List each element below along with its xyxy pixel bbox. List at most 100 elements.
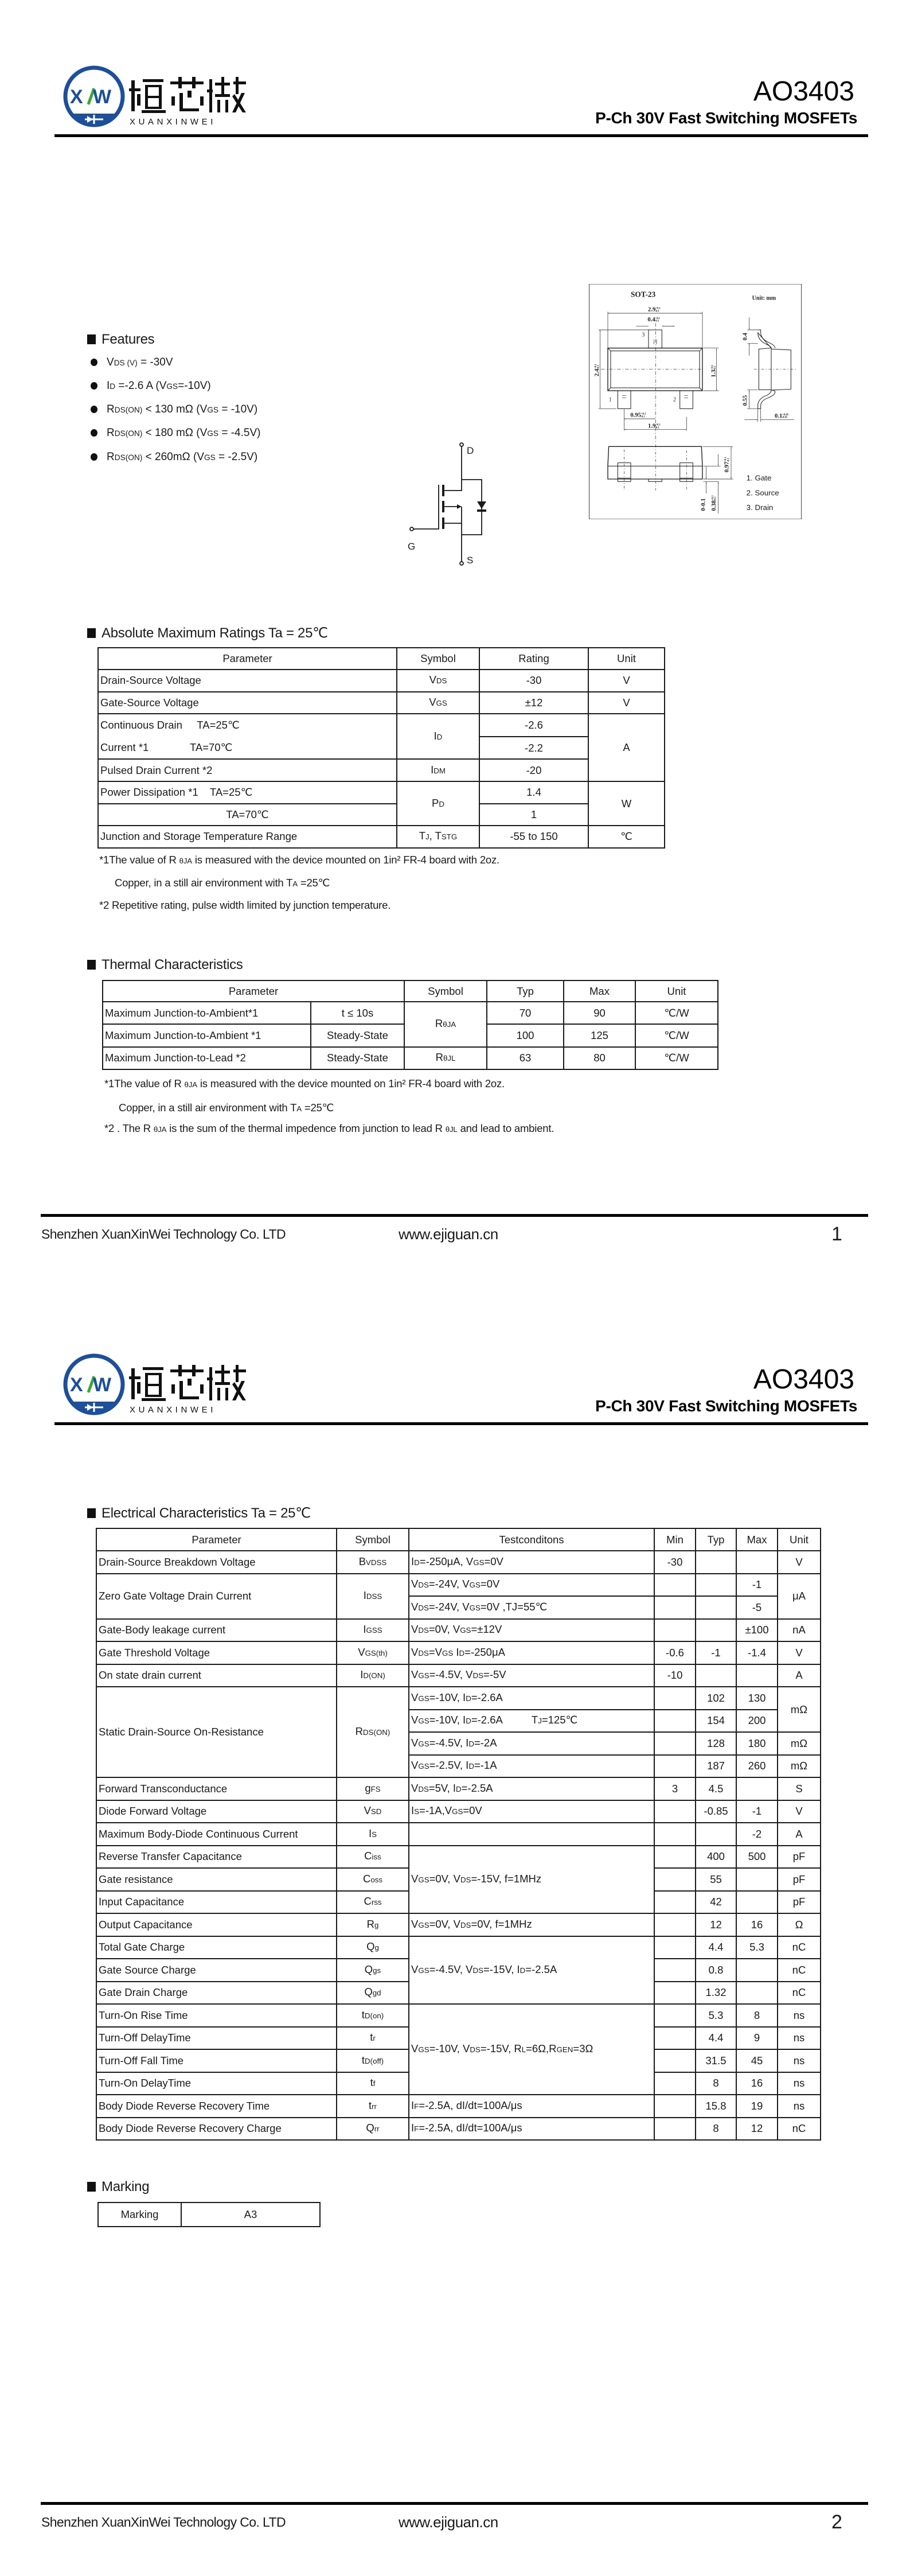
- text-run: V: [411, 1872, 419, 1885]
- abs-max-table: Parameter Symbol Rating Unit Drain-Source Vo…: [97, 647, 665, 849]
- subscript: GS: [469, 1603, 481, 1612]
- feature-text: ID =-2.6 A (VGS=-10V): [107, 380, 211, 392]
- table-cell: 16: [736, 2071, 778, 2095]
- subscript: DS: [418, 1581, 429, 1590]
- subscript: GS: [473, 1558, 485, 1567]
- table-cell: -5: [736, 1596, 778, 1620]
- table-cell: ℃: [588, 825, 665, 849]
- table-cell: 12: [695, 1913, 737, 1937]
- text-run: I: [363, 1589, 366, 1601]
- table-cell: [654, 1845, 696, 1869]
- text-run: =-10V): [178, 380, 211, 392]
- footer-divider: [41, 2502, 868, 2505]
- marking-table: Marking A3: [97, 2202, 321, 2227]
- subscript: F: [414, 2102, 419, 2111]
- table-cell: ns: [777, 2049, 821, 2073]
- table-cell: [736, 1980, 778, 2005]
- dimension-label: 0.97+0.1-0.1: [724, 457, 731, 473]
- part-number-title: AO3403: [753, 76, 854, 107]
- subscript: D: [466, 1717, 471, 1726]
- table-row: VGS=-10V, ID=-2.6A TJ=125℃ 154 200: [96, 1709, 821, 1733]
- gate-label: G: [408, 541, 415, 552]
- table-cell: nC: [777, 1935, 821, 1959]
- table-cell: ℃/W: [635, 1001, 718, 1025]
- subscript: θJA: [184, 1080, 198, 1089]
- table-cell: -55 to 150: [479, 825, 589, 849]
- table-cell: VDS: [396, 669, 480, 692]
- table-cell: Coss: [336, 1867, 409, 1892]
- table-cell: -30: [479, 669, 589, 692]
- text-run: Q: [366, 2122, 374, 2134]
- table-cell: Qgs: [336, 1958, 409, 1982]
- table-row: Drain-Source Breakdown Voltage BVDSS ID=-2…: [96, 1550, 821, 1574]
- subscript: VDSS: [366, 1558, 387, 1567]
- table-cell: Steady-State: [310, 1024, 405, 1048]
- table-cell: 55: [695, 1867, 737, 1892]
- marking-title: Marking: [101, 2179, 150, 2194]
- text-run: Copper, in a still air environment with …: [115, 877, 293, 889]
- table-cell: Ω: [777, 1913, 821, 1937]
- subscript: rss: [371, 1898, 382, 1907]
- subscript: GS: [436, 698, 447, 707]
- bullet-icon: [91, 382, 97, 390]
- column-header: Unit: [588, 647, 665, 670]
- table-cell: Power Dissipation *1 TA=25℃: [97, 780, 397, 804]
- table-cell: [736, 1777, 778, 1801]
- footer-website-link[interactable]: www.ejiguan.cn: [399, 1225, 498, 1243]
- table-cell: Gate Drain Charge: [96, 1980, 337, 2005]
- thermal-title: Thermal Characteristics: [101, 957, 243, 972]
- legend-drain: 3. Drain: [747, 503, 774, 512]
- subscript: r: [373, 2034, 376, 2043]
- text-run: V: [411, 2042, 419, 2054]
- text-run: V: [429, 695, 436, 708]
- text-run: =-2.5A: [525, 1963, 557, 1975]
- table-cell: mΩ: [777, 1754, 821, 1778]
- table-cell: [695, 1618, 737, 1642]
- pin-2-label: 2: [673, 396, 676, 403]
- table-cell: VGS=-10V, ID=-2.6A: [408, 1686, 655, 1710]
- text-run: =-24V, V: [428, 1600, 470, 1613]
- table-cell: Gate Threshold Voltage: [96, 1641, 337, 1665]
- table-row: Total Gate Charge Qg VGS=-4.5V, VDS=-15V, …: [96, 1935, 821, 2005]
- footer-website-link[interactable]: www.ejiguan.cn: [399, 2513, 498, 2531]
- subscript: D: [439, 799, 444, 808]
- svg-text:W: W: [93, 86, 112, 108]
- text-run: =-250μA, V: [419, 1555, 474, 1567]
- text-run: =-15V, f=1MHz: [471, 1872, 542, 1885]
- subscript: GS: [418, 1694, 429, 1703]
- subscript: DS: [418, 1648, 429, 1657]
- text-run: < 260mΩ (V: [142, 451, 205, 463]
- table-cell: ns: [777, 2003, 821, 2028]
- text-run: =-2.5V, I: [429, 1759, 469, 1772]
- subscript: DS(ON): [114, 453, 143, 462]
- table-cell: 4.4: [695, 2026, 737, 2050]
- text-run: Q: [364, 1963, 373, 1975]
- table-header-row: Parameter Symbol Rating Unit: [97, 647, 665, 670]
- subscript: F: [414, 2124, 419, 2134]
- text-run: V: [411, 1736, 419, 1749]
- table-cell: Gate resistance: [96, 1867, 337, 1892]
- part-subtitle: P-Ch 30V Fast Switching MOSFETs: [595, 109, 857, 127]
- text-run: C: [364, 1895, 372, 1908]
- text-run: V: [411, 1714, 419, 1726]
- table-cell: VGS=-10V, ID=-2.6A TJ=125℃: [408, 1709, 655, 1733]
- table-cell: tD(on): [336, 2003, 409, 2028]
- text-run: =-1A: [474, 1759, 497, 1772]
- subscript: f: [373, 2079, 376, 2088]
- table-row: Gate Threshold Voltage VGS(th) VDS=VGS ID=…: [96, 1641, 821, 1665]
- company-logo: X W: [63, 65, 125, 127]
- column-header: Symbol: [396, 647, 480, 670]
- text-run: V: [411, 1600, 419, 1613]
- text-run: I: [360, 1668, 364, 1681]
- abs-max-title: Absolute Maximum Ratings Ta = 25℃: [101, 625, 328, 641]
- table-row: Body Diode Reverse Recovery Charge Qrr IF=…: [96, 2116, 821, 2141]
- text-run: =-2.5A, dI/dt=100A/μs: [419, 2099, 522, 2111]
- footnote: *1The value of R θJA is measured with th…: [99, 854, 499, 866]
- subscript: DS: [418, 1626, 429, 1635]
- subscript: g: [374, 1943, 379, 1952]
- table-row: Gate Drain Charge Qgd 1.32 nC: [96, 1980, 821, 2005]
- text-run: =0V: [463, 1804, 482, 1817]
- table-cell: Gate-Source Voltage: [97, 691, 397, 715]
- text-run: R: [107, 427, 115, 439]
